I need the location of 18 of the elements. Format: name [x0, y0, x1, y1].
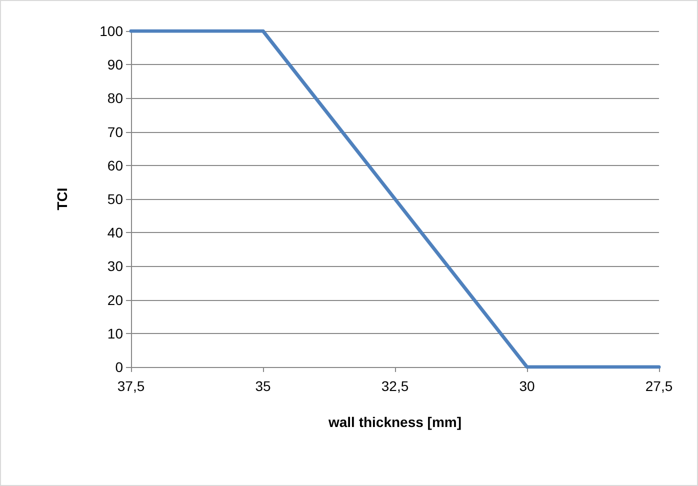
y-tick-label: 40 [107, 224, 124, 241]
y-tick-label: 80 [107, 90, 124, 106]
y-tick-label: 70 [107, 124, 124, 140]
y-tick-label: 50 [107, 191, 124, 207]
y-tick-label: 20 [107, 292, 124, 308]
y-tick-label: 100 [100, 23, 124, 39]
x-tick-label: 35 [255, 378, 271, 394]
y-tick-label: 0 [115, 359, 124, 375]
y-tick-label: 10 [107, 325, 124, 342]
x-axis-title: wall thickness [mm] [327, 414, 462, 430]
y-tick-label: 30 [107, 258, 124, 274]
x-tick-label: 32,5 [381, 378, 409, 394]
y-tick-label: 60 [107, 157, 124, 174]
x-tick-label: 37,5 [117, 378, 145, 394]
x-tick-label: 30 [519, 378, 535, 394]
x-tick-label: 27,5 [645, 378, 673, 394]
y-tick-label: 90 [107, 56, 124, 73]
y-axis-title: TCI [54, 188, 70, 210]
